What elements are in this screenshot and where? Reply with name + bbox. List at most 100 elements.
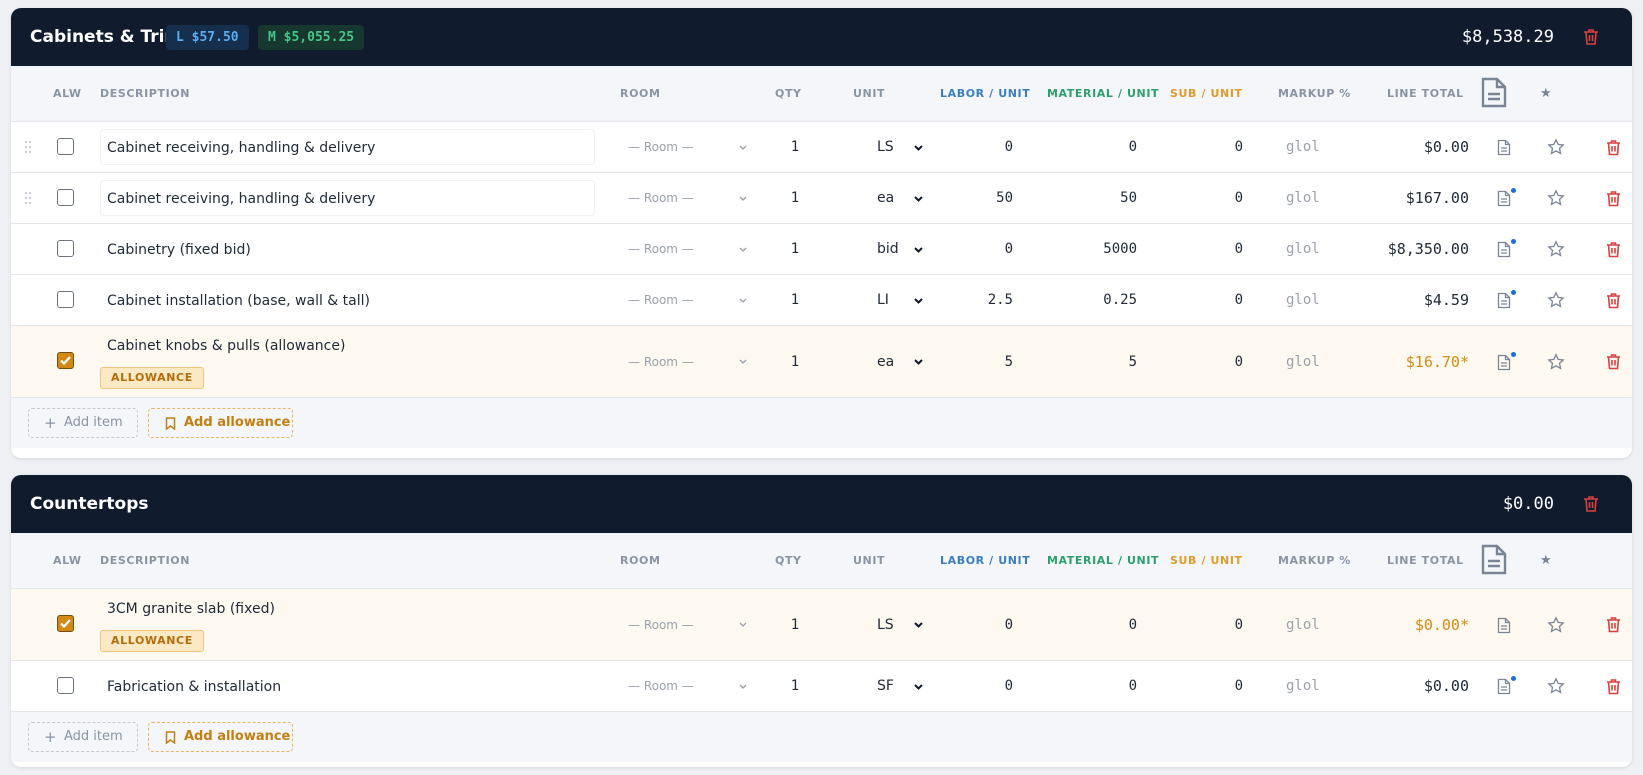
description-input[interactable]: Cabinet receiving, handling & delivery	[100, 180, 595, 216]
delete-section-icon[interactable]	[1583, 495, 1599, 513]
sub-unit-input[interactable]: 0	[1234, 139, 1243, 155]
sub-unit-input[interactable]: 0	[1234, 292, 1243, 308]
notes-icon[interactable]	[1497, 190, 1511, 207]
notes-icon[interactable]	[1497, 292, 1511, 309]
description-input[interactable]: Cabinet knobs & pulls (allowance)	[107, 338, 346, 354]
qty-input[interactable]: 1	[790, 241, 800, 257]
unit-select[interactable]: SF	[877, 678, 894, 694]
notes-icon[interactable]	[1497, 678, 1511, 695]
allowance-checkbox[interactable]	[57, 240, 74, 257]
star-icon[interactable]	[1547, 138, 1565, 156]
qty-input[interactable]: 1	[790, 292, 800, 308]
notes-icon[interactable]	[1497, 241, 1511, 258]
room-select[interactable]: — Room —	[628, 679, 694, 693]
room-select[interactable]: — Room —	[628, 242, 694, 256]
markup-input[interactable]: glol	[1286, 678, 1320, 694]
unit-select[interactable]: LS	[877, 617, 894, 633]
room-select[interactable]: — Room —	[628, 293, 694, 307]
qty-input[interactable]: 1	[790, 617, 800, 633]
labor-unit-input[interactable]: 0	[1004, 678, 1013, 694]
add-allowance-button[interactable]: Add allowance	[148, 408, 293, 438]
sub-unit-input[interactable]: 0	[1234, 678, 1243, 694]
notes-icon[interactable]	[1497, 139, 1511, 156]
drag-handle-icon[interactable]	[24, 140, 32, 154]
unit-select[interactable]: ea	[877, 354, 895, 370]
drag-handle-icon[interactable]	[24, 191, 32, 205]
allowance-checkbox[interactable]	[57, 291, 74, 308]
sub-unit-input[interactable]: 0	[1234, 241, 1243, 257]
star-icon[interactable]	[1547, 291, 1565, 309]
unit-select[interactable]: LS	[877, 139, 894, 155]
delete-row-icon[interactable]	[1606, 353, 1621, 370]
star-icon[interactable]	[1547, 616, 1565, 634]
allowance-checkbox[interactable]	[57, 189, 74, 206]
markup-input[interactable]: glol	[1286, 354, 1320, 370]
allowance-checkbox[interactable]	[57, 138, 74, 155]
material-unit-input[interactable]: 0	[1128, 139, 1137, 155]
delete-row-icon[interactable]	[1606, 616, 1621, 633]
add-item-button[interactable]: + Add item	[28, 722, 138, 752]
delete-section-icon[interactable]	[1583, 28, 1599, 46]
description-input[interactable]: Fabrication & installation	[107, 679, 282, 695]
description-input[interactable]: Cabinet installation (base, wall & tall)	[107, 293, 370, 309]
labor-unit-input[interactable]: 50	[996, 190, 1013, 206]
material-unit-input[interactable]: 5000	[1103, 241, 1137, 257]
markup-input[interactable]: glol	[1286, 617, 1320, 633]
delete-row-icon[interactable]	[1606, 678, 1621, 695]
allowance-checkbox[interactable]	[57, 352, 74, 369]
material-unit-input[interactable]: 5	[1128, 354, 1137, 370]
labor-unit-input[interactable]: 0	[1004, 241, 1013, 257]
markup-input[interactable]: glol	[1286, 139, 1320, 155]
markup-input[interactable]: glol	[1286, 241, 1320, 257]
star-icon[interactable]	[1547, 240, 1565, 258]
unit-select[interactable]: LI	[877, 292, 889, 308]
chevron-down-icon	[739, 684, 747, 689]
room-select[interactable]: — Room —	[628, 355, 694, 369]
markup-input[interactable]: glol	[1286, 190, 1320, 206]
delete-row-icon[interactable]	[1606, 139, 1621, 156]
material-unit-input[interactable]: 50	[1120, 190, 1137, 206]
qty-input[interactable]: 1	[790, 354, 800, 370]
col-sub: SUB / UNIT	[1170, 554, 1243, 567]
star-icon[interactable]	[1547, 677, 1565, 695]
allowance-checkbox[interactable]	[57, 615, 74, 632]
sub-unit-input[interactable]: 0	[1234, 354, 1243, 370]
col-favorite: ★	[1540, 553, 1552, 568]
labor-unit-input[interactable]: 0	[1004, 617, 1013, 633]
unit-select[interactable]: ea	[877, 190, 895, 206]
allowance-checkbox[interactable]	[57, 677, 74, 694]
notes-icon[interactable]	[1497, 354, 1511, 371]
room-select[interactable]: — Room —	[628, 191, 694, 205]
section-title: Cabinets & Trim	[30, 27, 183, 47]
labor-unit-input[interactable]: 0	[1004, 139, 1013, 155]
qty-input[interactable]: 1	[790, 190, 800, 206]
unit-select[interactable]: bid	[877, 241, 899, 257]
room-select[interactable]: — Room —	[628, 618, 694, 632]
line-total: $4.59	[1423, 291, 1469, 309]
qty-input[interactable]: 1	[790, 678, 800, 694]
delete-row-icon[interactable]	[1606, 190, 1621, 207]
markup-input[interactable]: glol	[1286, 292, 1320, 308]
material-unit-input[interactable]: 0.25	[1103, 292, 1137, 308]
chevron-down-icon	[914, 298, 923, 304]
sub-unit-input[interactable]: 0	[1234, 617, 1243, 633]
description-input[interactable]: Cabinet receiving, handling & delivery	[100, 129, 595, 165]
add-allowance-button[interactable]: Add allowance	[148, 722, 293, 752]
labor-unit-input[interactable]: 2.5	[987, 292, 1013, 308]
delete-row-icon[interactable]	[1606, 241, 1621, 258]
delete-row-icon[interactable]	[1606, 292, 1621, 309]
labor-unit-input[interactable]: 5	[1004, 354, 1013, 370]
col-labor: LABOR / UNIT	[940, 87, 1031, 100]
description-input[interactable]: 3CM granite slab (fixed)	[107, 601, 275, 617]
material-unit-input[interactable]: 0	[1128, 617, 1137, 633]
room-select[interactable]: — Room —	[628, 140, 694, 154]
star-icon[interactable]	[1547, 189, 1565, 207]
notes-icon[interactable]	[1497, 617, 1511, 634]
description-input[interactable]: Cabinetry (fixed bid)	[107, 242, 251, 258]
add-item-label: Add item	[64, 729, 123, 744]
add-item-button[interactable]: + Add item	[28, 408, 138, 438]
star-icon[interactable]	[1547, 353, 1565, 371]
sub-unit-input[interactable]: 0	[1234, 190, 1243, 206]
qty-input[interactable]: 1	[790, 139, 800, 155]
material-unit-input[interactable]: 0	[1128, 678, 1137, 694]
